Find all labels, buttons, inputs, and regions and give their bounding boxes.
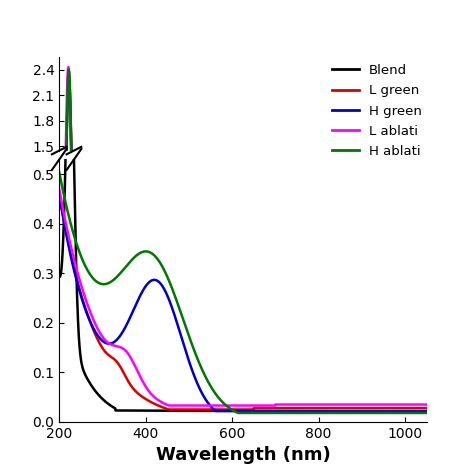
X-axis label: Wavelength (nm): Wavelength (nm): [155, 447, 330, 464]
Legend: Blend, L green, H green, L ablati, H ablati: Blend, L green, H green, L ablati, H abl…: [327, 59, 428, 164]
